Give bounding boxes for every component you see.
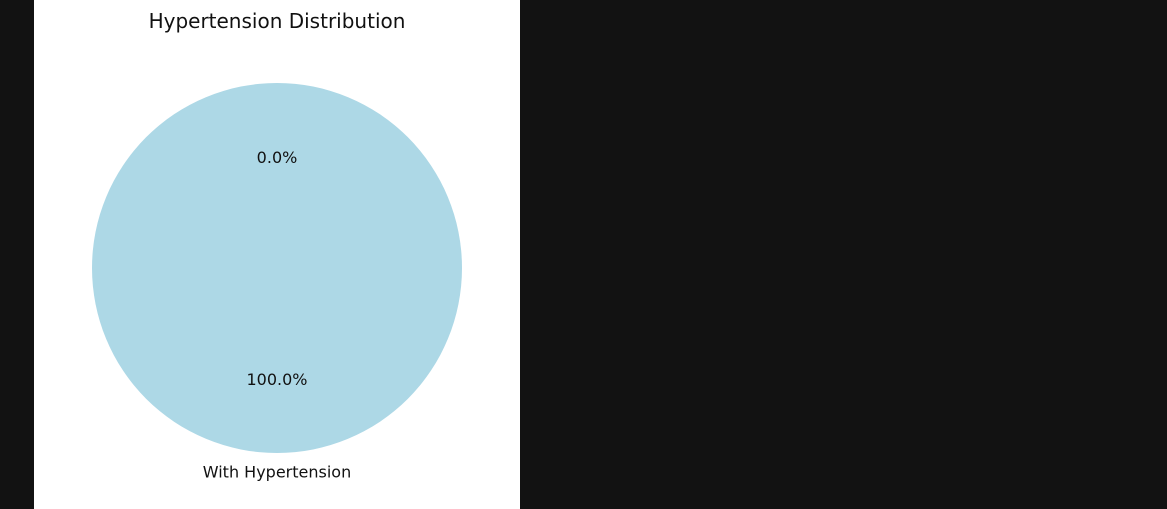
chart-title: Hypertension Distribution <box>149 9 406 33</box>
pie-chart: Hypertension Distribution 0.0% 100.0% With… <box>92 9 462 482</box>
pie-labels: 0.0% 100.0% With Hypertension <box>203 148 351 482</box>
pie-percent-label-1: 100.0% <box>246 370 307 389</box>
pie-slices <box>92 83 462 453</box>
pie-category-label-1: With Hypertension <box>203 463 351 482</box>
chart-figure: Hypertension Distribution 0.0% 100.0% With… <box>34 0 520 509</box>
pie-percent-label-0: 0.0% <box>257 148 298 167</box>
empty-dark-panel <box>520 0 1167 509</box>
pie-slice-1 <box>92 83 462 453</box>
